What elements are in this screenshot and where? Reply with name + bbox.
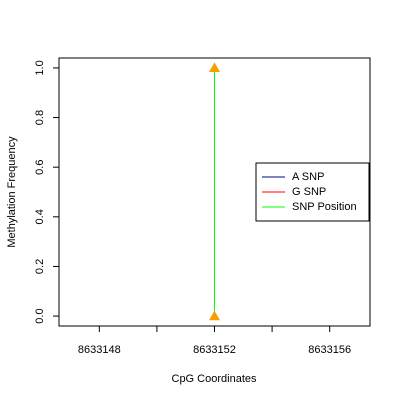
legend-label: SNP Position [292,201,357,213]
legend-label: G SNP [292,186,326,198]
y-tick-label: 0.0 [34,308,46,323]
x-tick-label: 8633148 [78,344,121,356]
y-tick-label: 0.8 [34,110,46,125]
x-tick-label: 8633152 [193,344,236,356]
marker [209,310,220,321]
legend-label: A SNP [292,171,324,183]
y-tick-label: 0.6 [34,160,46,175]
marker [209,62,220,73]
x-tick-label: 8633156 [308,344,351,356]
y-axis-label: Methylation Frequency [6,136,18,248]
y-tick-label: 1.0 [34,60,46,75]
x-axis-label: CpG Coordinates [172,373,257,385]
y-tick-label: 0.2 [34,259,46,274]
y-tick-label: 0.4 [34,209,46,224]
